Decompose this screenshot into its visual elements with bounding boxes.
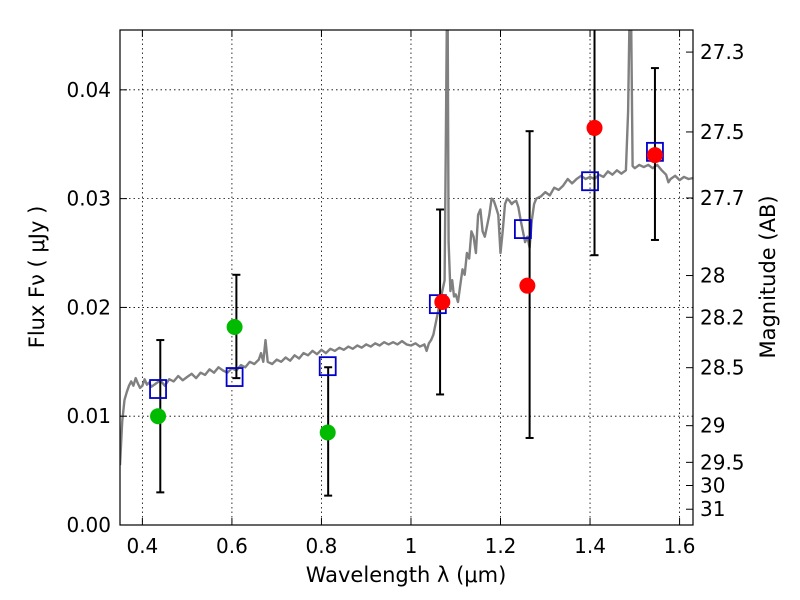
right-tick-label: 28.2 xyxy=(700,305,745,329)
x-tick-label: 1.4 xyxy=(574,534,606,558)
observed-nir-point xyxy=(646,147,663,164)
y-tick-label: 0.00 xyxy=(66,513,111,537)
y-tick-label: 0.04 xyxy=(66,78,111,102)
right-tick-label: 31 xyxy=(700,497,725,521)
plot-frame xyxy=(119,29,694,526)
model-photometry-square xyxy=(225,367,244,387)
x-axis-label: Wavelength λ (μm) xyxy=(306,563,507,587)
y-axis-label: Flux Fν ( μJy ) xyxy=(25,206,49,349)
model-photometry-square xyxy=(318,356,337,377)
right-tick-label: 27.5 xyxy=(700,120,745,144)
right-tick-label: 27.3 xyxy=(700,40,745,64)
model-photometry-square xyxy=(513,219,532,239)
x-tick-label: 0.4 xyxy=(126,534,158,558)
model-photometry-square xyxy=(581,171,599,192)
x-tick-label: 0.6 xyxy=(216,534,248,558)
y-tick-label: 0.01 xyxy=(66,404,111,428)
right-tick-label: 28.5 xyxy=(700,356,745,380)
plot-area xyxy=(120,30,693,497)
observed-optical-point xyxy=(226,319,243,335)
x-tick-label: 1 xyxy=(405,534,418,558)
observed-optical-point xyxy=(319,424,336,441)
right-tick-label: 29.5 xyxy=(700,450,745,474)
observed-nir-point xyxy=(434,293,451,310)
y-tick-label: 0.02 xyxy=(66,295,111,319)
x-tick-label: 1.2 xyxy=(485,534,517,558)
observed-nir-point xyxy=(586,119,603,136)
right-tick-label: 27.7 xyxy=(700,186,745,210)
x-tick-label: 0.8 xyxy=(306,534,338,558)
tick-labels: 0.4 0.6 0.8 1 1.2 1.4 1.6 0.00 0.01 0.02 0.03 0.04 2… xyxy=(66,40,744,558)
right-tick-label: 30 xyxy=(700,474,725,498)
x-tick-label: 1.6 xyxy=(664,534,696,558)
observed-optical-point xyxy=(150,408,167,425)
y-tick-label: 0.03 xyxy=(66,187,111,211)
axis-ticks xyxy=(120,30,693,526)
gridlines xyxy=(120,30,693,526)
right-tick-label: 29 xyxy=(700,414,725,438)
right-tick-label: 28 xyxy=(700,264,725,288)
model-photometry-square xyxy=(149,379,167,399)
data-points xyxy=(149,119,664,441)
right-axis-label: Magnitude (AB) xyxy=(756,195,780,358)
observed-nir-point xyxy=(519,277,536,294)
